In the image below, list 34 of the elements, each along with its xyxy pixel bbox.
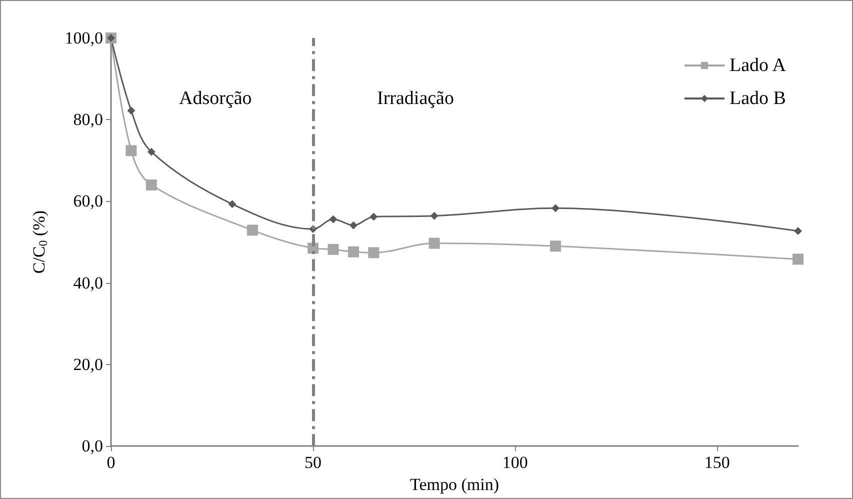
legend-label: Lado A: [729, 55, 786, 76]
point: [146, 179, 157, 190]
annotation: Adsorção: [179, 88, 252, 109]
y-tick-label: 0,0: [82, 436, 103, 456]
point: [428, 238, 440, 249]
x-tick-label: 0: [106, 453, 116, 472]
x-axis-title: Tempo (min): [410, 475, 499, 494]
point: [329, 215, 338, 224]
point: [147, 148, 156, 156]
annotation: Irradiação: [377, 88, 454, 109]
y-tick-label: 40,0: [73, 273, 103, 292]
point: [126, 145, 137, 156]
point: [246, 224, 258, 236]
point: [794, 227, 802, 236]
x-tick-label: 100: [502, 453, 528, 472]
y-axis-title: C/C0 (%): [30, 210, 50, 274]
point: [792, 254, 804, 265]
point: [430, 212, 438, 220]
y-tick-label: 80,0: [73, 110, 103, 130]
legend-label: Lado B: [729, 88, 786, 109]
point: [550, 240, 562, 252]
point: [370, 212, 378, 221]
x-tick-label: 150: [704, 453, 730, 472]
point: [552, 204, 560, 212]
point: [348, 246, 359, 258]
point: [328, 244, 339, 255]
y-tick-label: 100,0: [64, 28, 103, 48]
y-tick-label: 60,0: [73, 192, 103, 211]
point: [368, 247, 380, 258]
point: [349, 221, 358, 230]
y-tick-label: 20,0: [73, 354, 103, 374]
point: [228, 200, 236, 208]
point: [127, 106, 136, 115]
x-tick-label: 50: [304, 453, 322, 472]
